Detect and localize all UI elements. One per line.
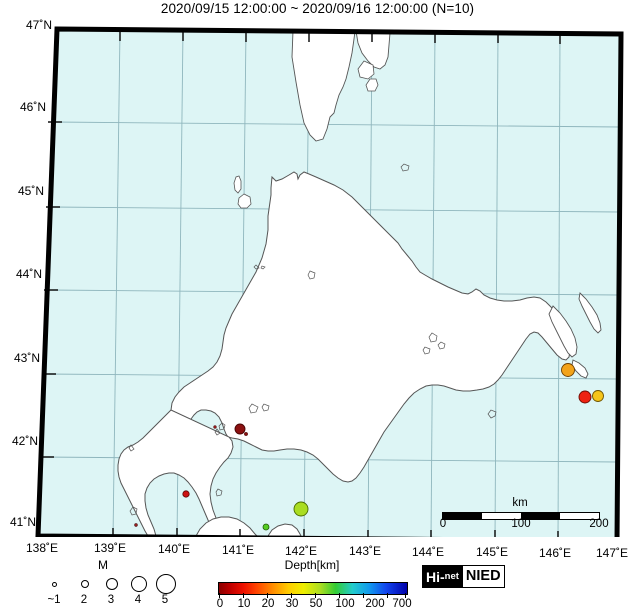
nied-logo-text: NIED — [461, 566, 504, 587]
magnitude-legend: M ~1 2 3 4 5 — [18, 558, 188, 608]
depth-colorbar — [218, 582, 408, 595]
epicenter-marker[interactable] — [213, 425, 217, 429]
depth-label-10: 10 — [237, 598, 251, 610]
lat-label: 41˚N — [9, 515, 36, 529]
magnitude-label-3: 3 — [107, 594, 115, 606]
landmass-honshu-tip — [195, 516, 259, 537]
scale-bar-labels: 0 100 200 — [435, 518, 609, 532]
hinet-nied-logo: Hi-net NIED — [422, 565, 505, 588]
map-frame-ticks — [40, 31, 561, 537]
lat-label: 47˚N — [25, 18, 52, 32]
epicenter-marker[interactable] — [561, 363, 575, 377]
scale-bar-unit: km — [512, 497, 528, 509]
landmass-etorofu — [578, 292, 602, 334]
lon-label: 144˚E — [411, 545, 445, 559]
lon-label: 145˚E — [475, 545, 509, 559]
lon-label: 141˚E — [221, 543, 255, 557]
hinet-hi-text: Hi- — [426, 568, 445, 585]
epicenter-marker[interactable] — [578, 390, 592, 404]
magnitude-circle-2 — [81, 580, 89, 588]
lon-label: 146˚E — [538, 546, 572, 560]
scale-tick-0: 0 — [439, 518, 447, 530]
epicenter-markers[interactable] — [134, 363, 604, 531]
magnitude-label-1: ~1 — [47, 594, 61, 606]
landmass-sakhalin-lagoon — [357, 60, 375, 80]
depth-label-200: 200 — [365, 598, 385, 610]
scale-tick-200: 200 — [589, 518, 609, 530]
magnitude-circle-5 — [156, 574, 176, 594]
magnitude-label-5: 5 — [161, 594, 169, 606]
epicenter-marker[interactable] — [293, 501, 309, 517]
landmass-hokkaido — [170, 171, 571, 483]
lat-label: 43˚N — [13, 351, 40, 365]
lat-label: 46˚N — [19, 100, 46, 114]
depth-label-700: 700 — [392, 598, 412, 610]
depth-legend: Depth[km] 0 10 20 30 50 100 200 700 — [212, 558, 412, 610]
lat-label: 45˚N — [17, 184, 44, 198]
epicenter-marker[interactable] — [244, 432, 248, 436]
magnitude-circle-1 — [52, 582, 57, 587]
hinet-logo-text: Hi-net — [423, 566, 462, 587]
depth-label-30: 30 — [285, 598, 299, 610]
epicenter-marker[interactable] — [182, 490, 190, 498]
scale-tick-100: 100 — [511, 518, 531, 530]
magnitude-circle-3 — [106, 578, 118, 590]
depth-colorbar-ticks — [212, 593, 412, 599]
magnitude-legend-circles — [18, 574, 188, 594]
depth-label-50: 50 — [309, 598, 323, 610]
landmass-kunashiri — [548, 305, 578, 358]
map-svg — [35, 26, 624, 537]
magnitude-legend-labels: ~1 2 3 4 5 — [18, 594, 188, 610]
epicenter-marker[interactable] — [592, 390, 604, 402]
depth-label-20: 20 — [261, 598, 275, 610]
magnitude-label-4: 4 — [134, 594, 142, 606]
island-rebun — [233, 175, 242, 194]
magnitude-label-2: 2 — [80, 594, 88, 606]
epicenter-map[interactable]: 47˚N 46˚N 45˚N 44˚N 43˚N 42˚N 41˚N km 0 … — [0, 17, 635, 537]
depth-legend-title: Depth[km] — [284, 558, 340, 572]
lon-label: 147˚E — [595, 546, 629, 560]
lon-label: 142˚E — [284, 544, 318, 558]
island-rishiri — [237, 193, 252, 209]
depth-label-100: 100 — [335, 598, 355, 610]
magnitude-legend-title: M — [98, 558, 108, 572]
landmass-sakhalin — [291, 30, 356, 142]
hinet-net-text: net — [444, 570, 459, 582]
depth-legend-labels: 0 10 20 30 50 100 200 700 — [212, 598, 412, 614]
lon-label: 139˚E — [93, 541, 127, 555]
depth-label-0: 0 — [216, 598, 224, 610]
lon-label: 143˚E — [348, 544, 382, 558]
lat-label: 44˚N — [15, 267, 42, 281]
epicenter-marker[interactable] — [134, 523, 138, 527]
landmass-shimokita — [267, 523, 302, 537]
scale-bar: km 0 100 200 — [435, 497, 609, 532]
epicenter-marker[interactable] — [234, 423, 246, 435]
landmass-oshima-peninsula — [117, 409, 234, 537]
map-detail-lakes — [128, 163, 497, 516]
lon-label: 138˚E — [25, 541, 59, 555]
scale-bar-track — [442, 512, 600, 520]
lon-label: 140˚E — [157, 542, 191, 556]
map-frame — [35, 26, 624, 537]
page-title: 2020/09/15 12:00:00 ~ 2020/09/16 12:00:0… — [160, 1, 475, 16]
landmass-sakhalin-isle — [365, 78, 379, 92]
magnitude-circle-4 — [131, 576, 147, 592]
epicenter-marker[interactable] — [262, 523, 270, 531]
lat-label: 42˚N — [11, 434, 38, 448]
